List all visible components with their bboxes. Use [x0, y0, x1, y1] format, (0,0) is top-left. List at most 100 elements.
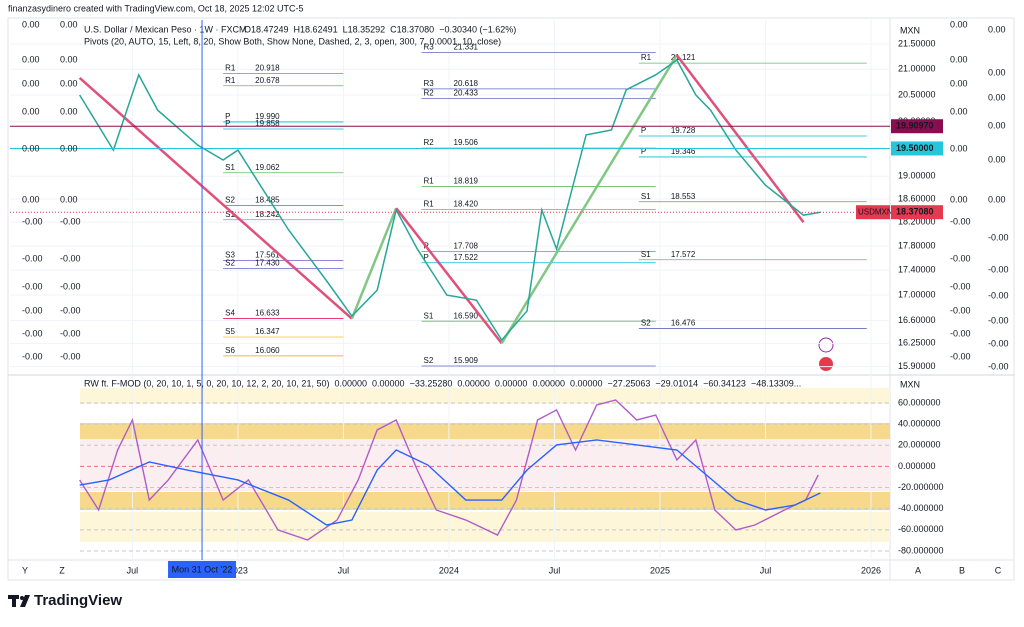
overlay-label: 0.00 [988, 24, 1006, 34]
overlay-label: -0.00 [988, 338, 1009, 348]
overlay-label: -0.00 [950, 253, 971, 263]
indicator-value: 0.00000 [570, 378, 603, 388]
brand-name: TradingView [34, 592, 122, 609]
corner-button[interactable]: A [915, 565, 921, 575]
x-tick-label: Jul [549, 565, 561, 575]
event-icon[interactable] [818, 337, 834, 353]
symbol-title: U.S. Dollar / Mexican Peso · 1W · FXCM [84, 24, 247, 34]
overlay-label: -0.00 [988, 361, 1009, 371]
ohlc-value: O18.47249 [244, 24, 289, 34]
x-tick-label: Jul [338, 565, 350, 575]
overlay-label: -0.00 [988, 315, 1009, 325]
pivot-value: 21.121 [671, 53, 696, 62]
zigzag-segment [78, 76, 353, 320]
pivot-value: 17.430 [255, 259, 280, 268]
pivot-value: 19.858 [255, 119, 280, 128]
price-tag-text: 19.90970 [896, 121, 934, 131]
pivot-value: 16.590 [454, 311, 479, 320]
pivot-label: S1 [225, 163, 235, 172]
overlay-label: 0.00 [950, 19, 968, 29]
y-tick-label: 15.90000 [898, 361, 936, 371]
pivot-label: R1 [641, 53, 652, 62]
x-tick-label: Jul [127, 565, 139, 575]
ohlc-value: L18.35292 [343, 24, 386, 34]
pivot-value: 18.485 [255, 196, 280, 205]
pivot-value: 17.561 [255, 251, 280, 260]
ohlc-value: C18.37080 [390, 24, 434, 34]
pivot-label: S5 [225, 327, 235, 336]
overlay-label: 0.00 [988, 120, 1006, 130]
corner-button[interactable]: C [995, 565, 1002, 575]
price-tag-text: 19.50000 [896, 143, 934, 153]
indicator-line [79, 439, 821, 526]
overlay-label: 0.00 [988, 67, 1006, 77]
overlay-label: 0.00 [22, 143, 40, 153]
corner-button[interactable]: B [959, 565, 965, 575]
y-tick-label: -40.000000 [898, 503, 944, 513]
y-tick-label: 20.50000 [898, 89, 936, 99]
pivot-label: P [225, 112, 230, 121]
ohlc-value: H18.62491 [294, 24, 338, 34]
pivot-label: R2 [424, 89, 435, 98]
pivot-label: S2 [424, 356, 434, 365]
pivot-label: S1 [641, 192, 651, 201]
pivot-label: S3 [225, 251, 235, 260]
price-tag [891, 205, 943, 220]
overlay-label: 0.00 [988, 194, 1006, 204]
pivot-label: S6 [225, 346, 235, 355]
pivot-value: 18.242 [255, 210, 280, 219]
pivot-label: R1 [424, 199, 435, 208]
overlay-label: 0.00 [60, 19, 78, 29]
pivot-label: R1 [424, 177, 435, 186]
corner-button[interactable]: Y [22, 565, 28, 575]
pivot-label: P [424, 253, 429, 262]
overlay-label: -0.00 [60, 351, 81, 361]
pivot-label: R2 [424, 138, 435, 147]
pivot-label: S2 [225, 196, 235, 205]
overlay-label: 0.00 [60, 106, 78, 116]
overlay-label: -0.00 [950, 328, 971, 338]
indicator-value: 0.00000 [372, 378, 405, 388]
x-tick-label: 2023 [228, 565, 248, 575]
pivot-value: 19.062 [255, 163, 280, 172]
indicator-value: −60.34123 [703, 378, 746, 388]
overlay-label: 0.00 [950, 194, 968, 204]
crosshair-tag [168, 561, 237, 578]
overlay-label: -0.00 [60, 305, 81, 315]
pivot-value: 19.506 [454, 138, 479, 147]
overlay-label: 0.00 [60, 143, 78, 153]
y-tick-label: 16.25000 [898, 338, 936, 348]
pivot-label: R1 [225, 76, 236, 85]
overlay-label: -0.00 [22, 328, 43, 338]
y-tick-label: -80.000000 [898, 545, 944, 555]
pivot-value: 20.618 [454, 79, 479, 88]
pivot-label: S4 [225, 309, 235, 318]
y-tick-label: -20.000000 [898, 482, 944, 492]
pivot-label: S1 [424, 311, 434, 320]
price-tag [891, 119, 943, 134]
pivot-label: S2 [641, 319, 651, 328]
indicator-value: −29.01014 [655, 378, 698, 388]
indicator-value: −33.25280 [410, 378, 453, 388]
overlay-label: -0.00 [60, 281, 81, 291]
x-tick-label: Jul [760, 565, 772, 575]
indicator-zone [80, 512, 890, 542]
indicator-value: 0.00000 [495, 378, 528, 388]
overlay-label: 0.00 [60, 194, 78, 204]
flag-icon[interactable] [819, 357, 833, 371]
overlay-label: 0.00 [22, 106, 40, 116]
symbol-tag [856, 205, 890, 220]
pivot-label: P [641, 126, 646, 135]
zigzag-segment [395, 207, 503, 345]
overlay-label: 0.00 [950, 106, 968, 116]
indicator-zone [80, 388, 890, 404]
overlay-label: -0.00 [950, 216, 971, 226]
zigzag-segment [350, 207, 398, 320]
overlay-label: -0.00 [988, 264, 1009, 274]
y-tick-label: 60.000000 [898, 397, 941, 407]
corner-button[interactable]: Z [59, 565, 65, 575]
zigzag-segment [675, 54, 805, 223]
pivot-value: 17.522 [454, 253, 479, 262]
pivot-label: R3 [424, 79, 435, 88]
overlay-label: 0.00 [950, 54, 968, 64]
